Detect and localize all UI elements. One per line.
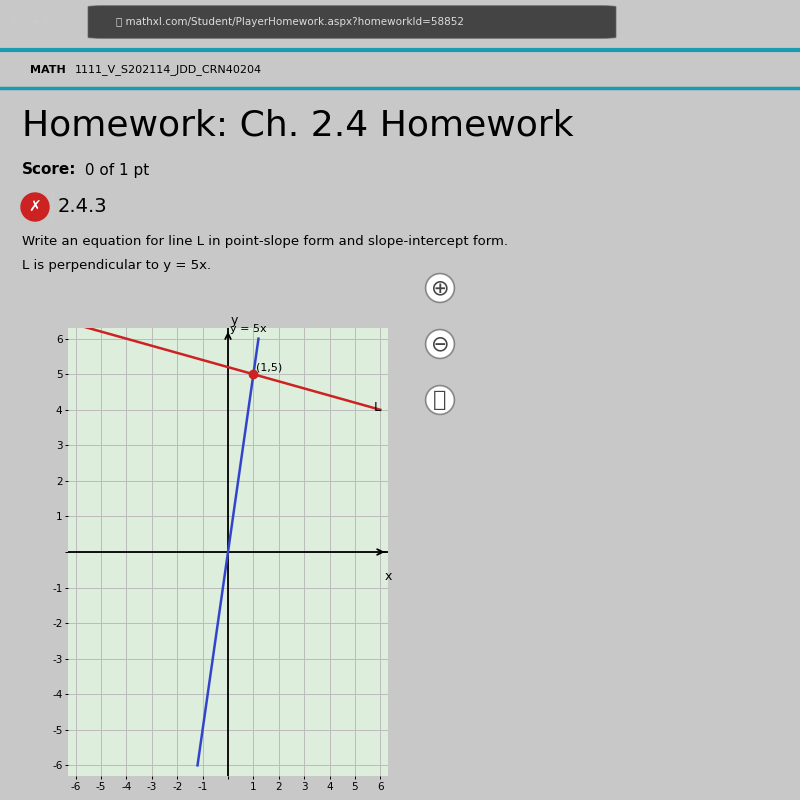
FancyBboxPatch shape — [88, 6, 616, 38]
Text: 1111_V_S202114_JDD_CRN40204: 1111_V_S202114_JDD_CRN40204 — [75, 65, 262, 75]
Text: L is perpendicular to y = 5x.: L is perpendicular to y = 5x. — [22, 258, 211, 271]
Text: y = 5x: y = 5x — [230, 325, 266, 334]
Text: MATH: MATH — [30, 65, 66, 75]
Text: ⊖: ⊖ — [430, 334, 450, 354]
Text: ←  →  C: ← → C — [12, 17, 53, 27]
Text: y: y — [230, 314, 238, 327]
Text: ⊕: ⊕ — [430, 278, 450, 298]
Text: (1,5): (1,5) — [256, 362, 282, 373]
Text: 🔒 mathxl.com/Student/PlayerHomework.aspx?homeworkId=58852: 🔒 mathxl.com/Student/PlayerHomework.aspx… — [116, 17, 464, 27]
Text: ⧉: ⧉ — [434, 390, 446, 410]
Text: x: x — [385, 570, 392, 582]
Circle shape — [21, 193, 49, 221]
Text: Homework: Ch. 2.4 Homework: Homework: Ch. 2.4 Homework — [22, 108, 574, 142]
Text: 0 of 1 pt: 0 of 1 pt — [80, 162, 150, 178]
Text: Score:: Score: — [22, 162, 77, 178]
Text: 2.4.3: 2.4.3 — [58, 198, 108, 217]
Text: ✗: ✗ — [29, 199, 42, 214]
Text: L: L — [374, 401, 381, 414]
Text: Write an equation for line L in point-slope form and slope-intercept form.: Write an equation for line L in point-sl… — [22, 235, 508, 249]
